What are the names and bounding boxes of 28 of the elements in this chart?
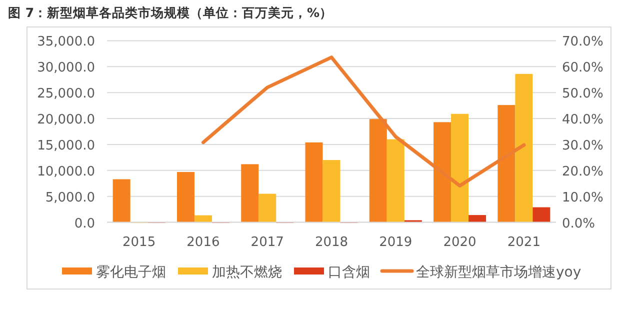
y2-tick-label: 70.0% [562,34,604,50]
legend-label: 雾化电子烟 [96,264,166,280]
y-tick-label: 15,000.0 [37,138,95,154]
x-tick-label: 2018 [314,235,348,250]
chart-title: 图 7：新型烟草各品类市场规模（单位：百万美元，%） [8,5,333,20]
x-tick-label: 2016 [186,235,220,250]
x-tick-label: 2017 [250,235,284,250]
y-tick-label: 0.0 [74,216,95,232]
x-tick-label: 2020 [443,235,476,250]
y2-tick-label: 30.0% [562,138,604,154]
legend-label: 口含烟 [328,264,370,280]
legend-label: 全球新型烟草市场增速yoy [416,264,582,280]
y-tick-label: 10,000.0 [37,164,95,180]
y-tick-label: 35,000.0 [37,34,95,50]
legend-label: 加热不燃烧 [212,264,282,280]
y2-tick-label: 60.0% [562,60,604,76]
y-tick-label: 5,000.0 [45,190,95,206]
y2-tick-label: 20.0% [562,164,604,180]
x-tick-label: 2021 [507,235,540,250]
y2-tick-label: 0.0% [562,216,596,232]
x-tick-label: 2015 [122,235,156,250]
y2-tick-label: 40.0% [562,112,604,128]
x-tick-label: 2019 [379,235,412,250]
y-tick-label: 25,000.0 [37,86,95,102]
y-tick-label: 30,000.0 [37,60,95,76]
y2-tick-label: 50.0% [562,86,604,102]
y2-tick-label: 10.0% [562,190,604,206]
y-tick-label: 20,000.0 [37,112,95,128]
